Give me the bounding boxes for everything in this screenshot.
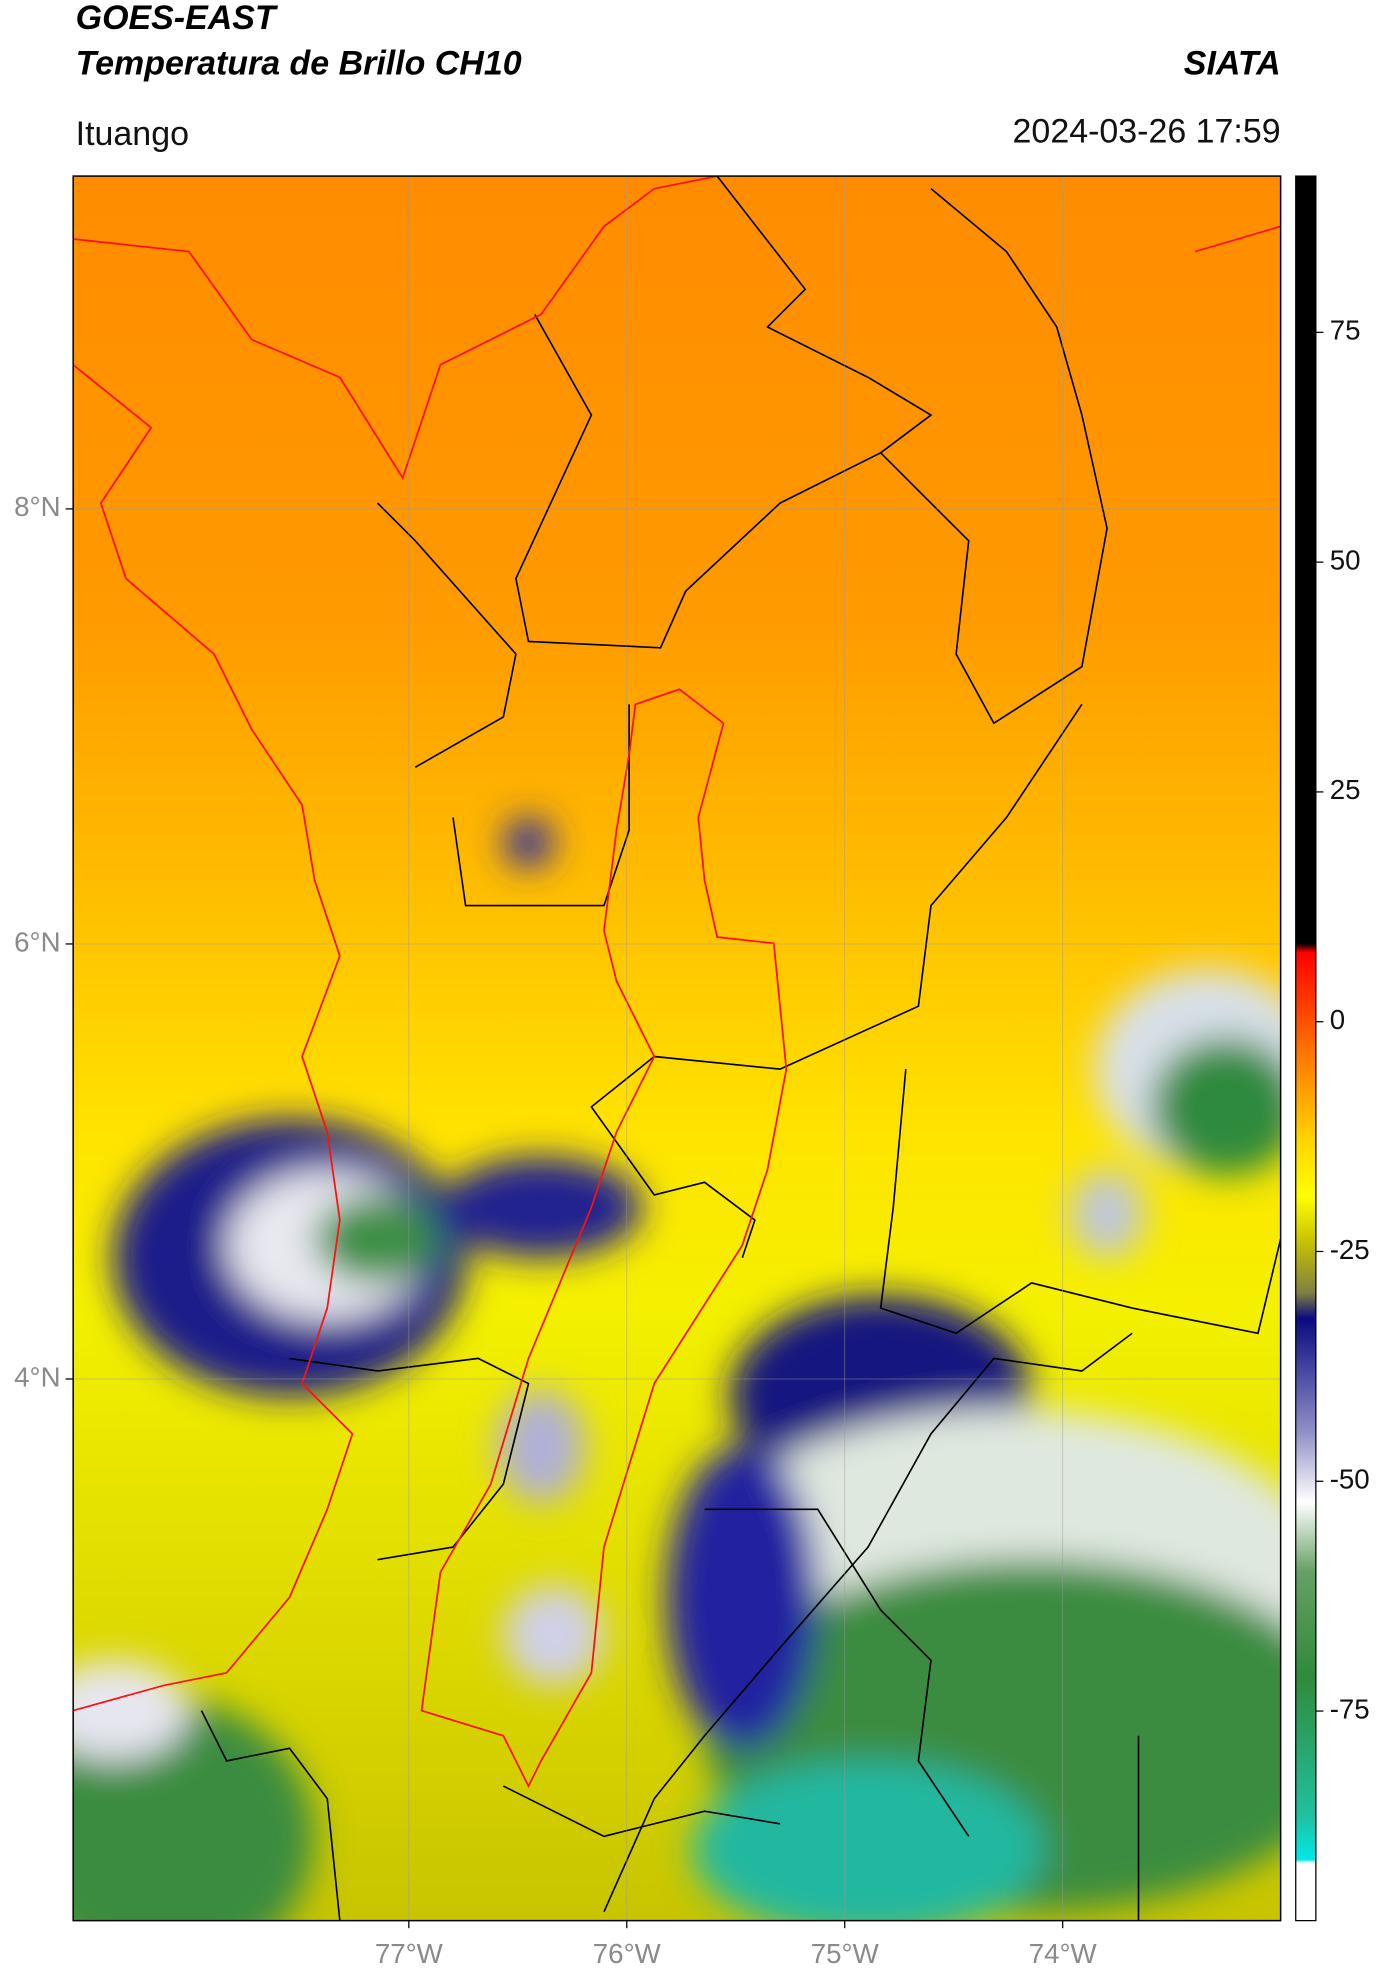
lon-tick-label: 77°W xyxy=(375,1938,444,1969)
map-frame xyxy=(72,175,1282,1922)
lon-tick-label: 74°W xyxy=(1029,1938,1098,1969)
lat-tick-label: 8°N xyxy=(14,491,60,522)
map-imagery xyxy=(73,176,1281,1921)
subtitle: Temperatura de Brillo CH10 xyxy=(76,44,522,82)
colorbar-tick-label: -25 xyxy=(1330,1234,1370,1265)
region: Ituango xyxy=(76,115,189,153)
timestamp: 2024-03-26 17:59 xyxy=(1013,112,1281,150)
colorbar-tick-label: 0 xyxy=(1330,1004,1345,1035)
admin-boundaries xyxy=(200,176,1281,1921)
colorbar xyxy=(1295,175,1317,1922)
catchment-and-coast xyxy=(73,176,1281,1789)
colorbar-tick-label: 50 xyxy=(1330,544,1361,575)
colorbar-tick-label: 75 xyxy=(1330,315,1361,346)
colorbar-tick-label: -50 xyxy=(1330,1464,1370,1495)
lat-tick-label: 4°N xyxy=(14,1361,60,1392)
lat-tick-label: 6°N xyxy=(14,926,60,957)
lon-tick-label: 76°W xyxy=(593,1938,662,1969)
brand: SIATA xyxy=(1184,44,1281,82)
colorbar-tick-label: -75 xyxy=(1330,1693,1370,1724)
title: GOES-EAST xyxy=(76,0,279,37)
colorbar-tick-label: 25 xyxy=(1330,774,1361,805)
graticule xyxy=(73,176,1281,1921)
lon-tick-label: 75°W xyxy=(811,1938,880,1969)
